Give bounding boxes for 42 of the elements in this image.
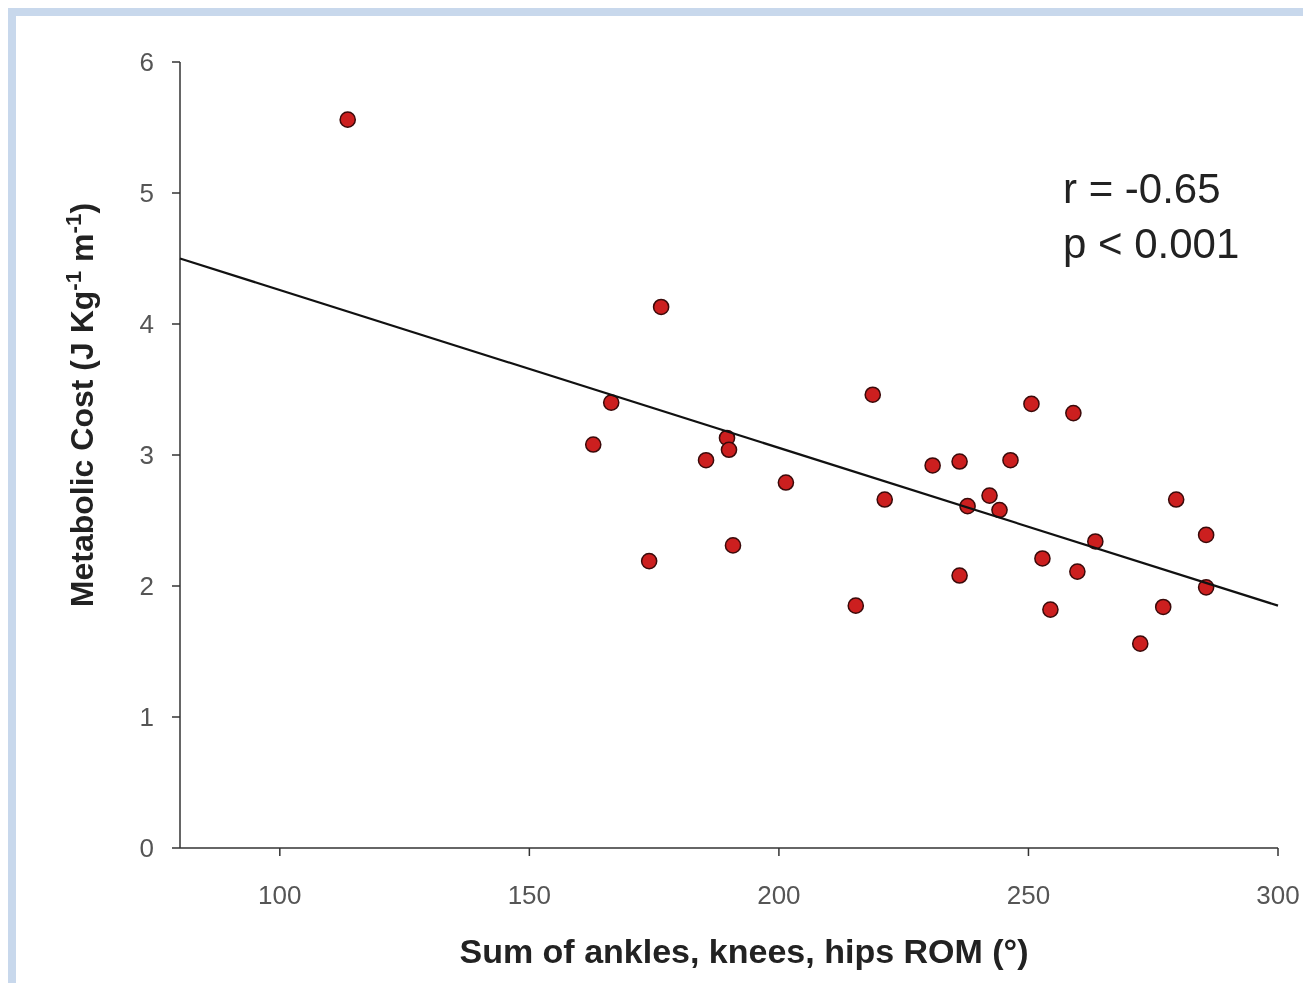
x-tick-label: 150 xyxy=(507,880,552,910)
point xyxy=(602,394,620,411)
point xyxy=(991,501,1008,519)
x-tick-label: 250 xyxy=(1006,880,1051,910)
y-tick-label: 4 xyxy=(139,309,154,340)
point xyxy=(1034,550,1051,567)
point xyxy=(951,453,968,470)
y-tick-label: 3 xyxy=(139,440,154,471)
point xyxy=(981,487,998,504)
point xyxy=(1002,451,1019,469)
point xyxy=(777,474,795,491)
y-tick-label: 2 xyxy=(139,571,154,602)
annotation: p < 0.001 xyxy=(1063,220,1240,267)
point xyxy=(1154,598,1172,616)
point xyxy=(1131,635,1149,652)
point xyxy=(1023,395,1040,413)
point xyxy=(339,111,357,128)
point xyxy=(652,298,670,316)
y-tick-label: 6 xyxy=(139,47,154,78)
point xyxy=(864,386,882,404)
x-tick-label: 100 xyxy=(258,880,302,910)
point xyxy=(697,451,715,469)
y-tick-label: 1 xyxy=(139,702,154,733)
annotation: r = -0.65 xyxy=(1063,165,1221,212)
point xyxy=(876,491,894,508)
point xyxy=(1167,491,1185,508)
x-tick-label: 300 xyxy=(1256,880,1300,910)
x-axis-title: Sum of ankles, knees, hips ROM (°) xyxy=(459,932,1029,970)
point xyxy=(584,436,602,453)
point xyxy=(951,567,968,584)
point xyxy=(1065,404,1082,422)
y-tick-label: 5 xyxy=(139,178,154,209)
point xyxy=(1069,563,1086,580)
point xyxy=(924,457,941,474)
point xyxy=(720,441,738,459)
point xyxy=(847,597,865,614)
y-tick-label: 0 xyxy=(139,833,154,864)
x-tick-label: 200 xyxy=(757,880,801,910)
point xyxy=(1042,601,1059,618)
point xyxy=(640,552,658,570)
point xyxy=(1197,526,1215,544)
point xyxy=(724,537,742,554)
